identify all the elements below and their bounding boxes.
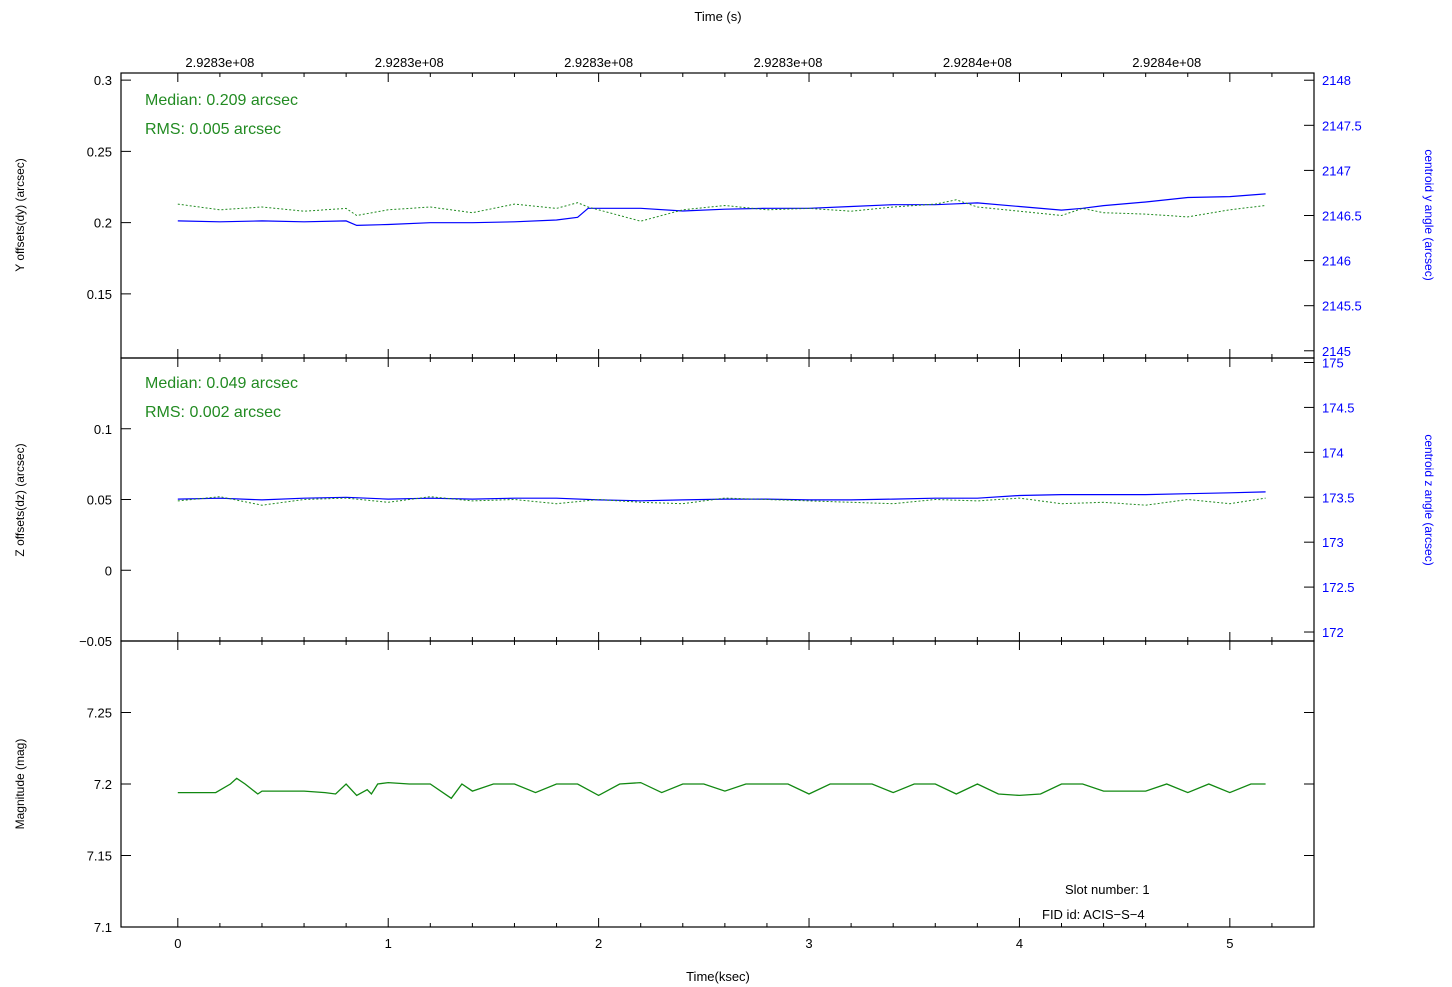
y2-tick-label: 2148 xyxy=(1322,73,1351,88)
y-tick-label: 0 xyxy=(105,563,112,578)
y-tick-label: 0.05 xyxy=(87,493,112,508)
x-tick-label: 5 xyxy=(1226,936,1233,951)
bottom-axis-title: Time(ksec) xyxy=(686,969,750,984)
y-tick-label: 7.1 xyxy=(94,920,112,935)
y-tick-label: 7.2 xyxy=(94,777,112,792)
y2-tick-label: 2146 xyxy=(1322,254,1351,269)
y2-tick-label: 173.5 xyxy=(1322,490,1355,505)
y-rms-text: RMS: 0.005 arcsec xyxy=(145,121,281,138)
x-tick-label: 0 xyxy=(174,936,181,951)
y2-tick-label: 2145 xyxy=(1322,344,1351,359)
y2-tick-label: 172 xyxy=(1322,625,1344,640)
magnitude-series-line xyxy=(177,777,1266,800)
z_offsets-series-line xyxy=(177,496,1266,506)
y_offsets-series-line xyxy=(177,199,1266,222)
panel-y-frame xyxy=(120,72,1315,359)
y-offsets-axis-label: Y offsets(dy) (arcsec) xyxy=(13,158,27,272)
centroid-y-axis-label: centroid y angle (arcsec) xyxy=(1422,149,1436,280)
y-tick-label: 7.25 xyxy=(87,706,112,721)
y2-tick-label: 2147.5 xyxy=(1322,118,1362,133)
y-tick-label: 0.2 xyxy=(94,216,112,231)
y-tick-label: 0.3 xyxy=(94,73,112,88)
y-tick-label: 0.1 xyxy=(94,422,112,437)
z-offsets-axis-label: Z offsets(dz) (arcsec) xyxy=(13,443,27,556)
y2-tick-label: 2146.5 xyxy=(1322,209,1362,224)
chart-marks: 0 1 2 3 4 5 2.9283e+08 2.9283e+08 2.9283e+08 2.92… xyxy=(79,55,1362,951)
top-tick-label: 2.9283e+08 xyxy=(564,55,633,70)
fid-id-text: FID id: ACIS−S−4 xyxy=(1042,907,1145,922)
y2-tick-label: 2147 xyxy=(1322,163,1351,178)
top-tick-label: 2.9283e+08 xyxy=(185,55,254,70)
x-tick-label: 4 xyxy=(1016,936,1023,951)
top-tick-label: 2.9284e+08 xyxy=(943,55,1012,70)
y2-tick-label: 174 xyxy=(1322,445,1344,460)
y-tick-label: 7.15 xyxy=(87,849,112,864)
y2-tick-label: 173 xyxy=(1322,535,1344,550)
y2-tick-label: 172.5 xyxy=(1322,580,1355,595)
z-median-text: Median: 0.049 arcsec xyxy=(145,375,298,392)
x-tick-label: 3 xyxy=(805,936,812,951)
y-tick-label: 0.25 xyxy=(87,144,112,159)
centroid-z-axis-label: centroid z angle (arcsec) xyxy=(1422,434,1436,565)
y_offsets-series-line xyxy=(177,193,1266,227)
slot-number-text: Slot number: 1 xyxy=(1065,882,1150,897)
magnitude-axis-label: Magnitude (mag) xyxy=(13,739,27,830)
top-axis-title: Time (s) xyxy=(694,9,741,24)
y2-tick-label: 174.5 xyxy=(1322,400,1355,415)
y2-tick-label: 175 xyxy=(1322,355,1344,370)
y-tick-label: 0.15 xyxy=(87,287,112,302)
x-tick-label: 2 xyxy=(595,936,602,951)
top-tick-label: 2.9283e+08 xyxy=(375,55,444,70)
z_offsets-series-line xyxy=(177,491,1266,502)
y2-tick-label: 2145.5 xyxy=(1322,299,1362,314)
z-rms-text: RMS: 0.002 arcsec xyxy=(145,404,281,421)
top-tick-label: 2.9283e+08 xyxy=(753,55,822,70)
top-tick-label: 2.9284e+08 xyxy=(1132,55,1201,70)
x-tick-label: 1 xyxy=(385,936,392,951)
y-median-text: Median: 0.209 arcsec xyxy=(145,92,298,109)
y-tick-label: −0.05 xyxy=(79,634,112,649)
